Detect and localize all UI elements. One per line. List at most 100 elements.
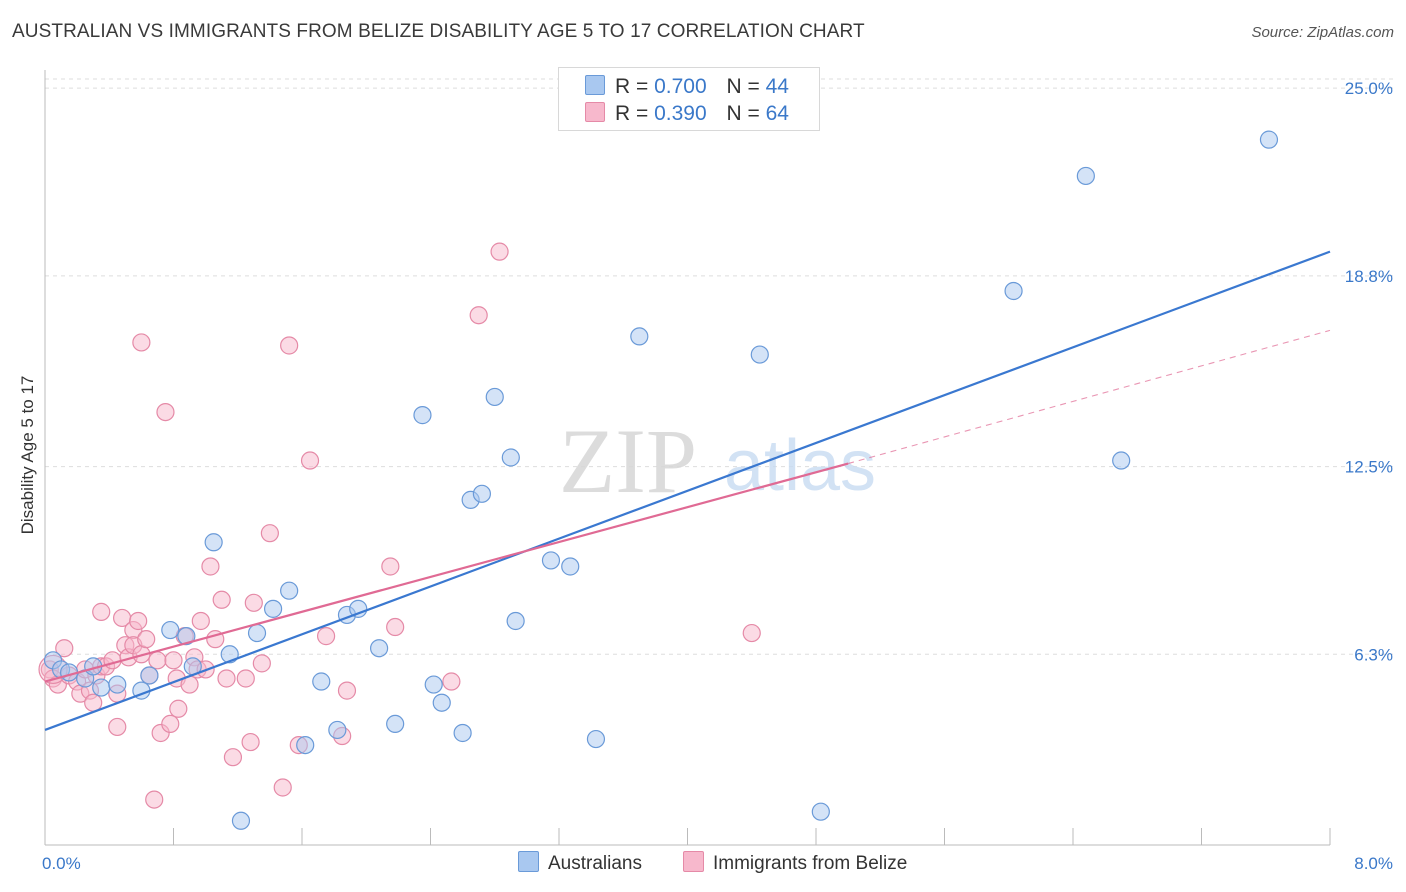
legend-r-value: 0.390 (654, 102, 707, 125)
point-belize (129, 611, 148, 631)
y-axis-label: Disability Age 5 to 17 (18, 375, 37, 535)
point-australians (1259, 130, 1279, 149)
point-australians (349, 599, 368, 618)
point-australians (92, 678, 111, 697)
point-australians (1112, 451, 1131, 470)
point-belize (490, 242, 509, 261)
point-australians (472, 484, 491, 503)
point-australians (204, 533, 223, 552)
point-australians (263, 599, 283, 618)
point-belize (386, 617, 405, 637)
point-australians (247, 623, 267, 643)
legend-n-label: N = (726, 102, 760, 125)
point-belize (280, 336, 299, 355)
point-belize (169, 699, 188, 718)
point-australians (432, 693, 451, 712)
point-belize (191, 611, 210, 631)
point-belize (244, 593, 263, 612)
point-belize (148, 651, 167, 670)
trend-line-belize-extension (847, 329, 1331, 465)
point-belize (137, 630, 156, 649)
point-belize (260, 524, 279, 543)
point-australians (108, 675, 127, 694)
y-tick-label: 25.0% (1345, 79, 1393, 98)
point-belize (145, 790, 164, 809)
point-australians (586, 729, 606, 749)
y-tick-label: 6.3% (1354, 645, 1393, 664)
gridlines (45, 78, 1393, 655)
trend-line-australians (44, 250, 1331, 731)
point-australians (630, 327, 649, 346)
point-australians (750, 345, 769, 364)
point-belize (316, 627, 336, 646)
point-australians (280, 581, 299, 600)
legend-n-value: 64 (765, 102, 789, 125)
point-belize (241, 732, 260, 752)
point-australians (1076, 166, 1095, 186)
point-belize (217, 669, 236, 688)
y-tick-label: 12.5% (1345, 458, 1393, 477)
point-australians (413, 406, 432, 425)
correlation-legend: R = 0.700 N = 44 R = 0.390 N = 64 (558, 67, 820, 131)
point-australians (501, 448, 520, 467)
point-belize (132, 333, 151, 352)
point-belize (212, 590, 231, 609)
point-belize (55, 639, 74, 658)
point-belize (381, 557, 400, 576)
point-australians (161, 620, 180, 640)
point-australians (177, 627, 196, 646)
point-belize (164, 651, 183, 670)
legend-r-label: R = (615, 102, 649, 125)
legend-r-label: R = (615, 75, 649, 98)
point-belize (108, 717, 127, 737)
point-australians (370, 639, 389, 658)
point-belize (273, 778, 292, 797)
source-label: Source: ZipAtlas.com (1251, 24, 1394, 41)
watermark: ZIP atlas (559, 410, 876, 512)
series-legend: Australians Immigrants from Belize (0, 851, 1406, 877)
x-tick-label: 8.0% (1354, 854, 1393, 873)
point-australians (140, 666, 159, 685)
point-australians (328, 720, 347, 740)
point-australians (561, 557, 580, 576)
point-australians (506, 611, 525, 631)
watermark-atlas: atlas (724, 426, 876, 506)
legend-item-australians[interactable]: Australians (518, 851, 642, 875)
point-australians (231, 811, 251, 830)
tick-labels: 6.3% 12.5% 18.8% 25.0% 0.0% 8.0% (42, 79, 1393, 873)
point-belize (469, 306, 488, 325)
point-belize (161, 714, 180, 734)
point-australians (485, 387, 504, 407)
series-australians-points (43, 130, 1279, 830)
point-australians (386, 714, 405, 734)
point-australians (541, 551, 561, 570)
legend-swatch-blue (585, 75, 605, 95)
legend-row-australians: R = 0.700 N = 44 (585, 75, 789, 99)
legend-label-belize: Immigrants from Belize (713, 853, 908, 874)
watermark-zip: ZIP (559, 410, 697, 512)
legend-row-belize: R = 0.390 N = 64 (585, 102, 789, 126)
point-australians (296, 735, 315, 755)
legend-n-value: 44 (765, 75, 789, 98)
trend-line-belize (44, 462, 849, 683)
point-belize (156, 402, 175, 422)
point-belize (223, 748, 243, 767)
legend-n-label: N = (726, 75, 760, 98)
y-tick-label: 18.8% (1345, 267, 1393, 286)
point-australians (453, 723, 472, 743)
chart-title: AUSTRALIAN VS IMMIGRANTS FROM BELIZE DIS… (12, 21, 865, 42)
legend-label-australians: Australians (548, 853, 642, 874)
point-belize (442, 672, 461, 691)
trend-lines (44, 250, 1331, 731)
x-tick-label: 0.0% (42, 854, 81, 873)
axes (44, 70, 1331, 846)
point-australians (1004, 281, 1023, 301)
point-australians (424, 675, 443, 694)
legend-r-value: 0.700 (654, 75, 707, 98)
point-belize (742, 623, 761, 643)
legend-swatch-blue (518, 851, 539, 872)
point-belize (252, 654, 271, 673)
point-australians (312, 672, 331, 691)
legend-item-belize[interactable]: Immigrants from Belize (683, 851, 907, 875)
